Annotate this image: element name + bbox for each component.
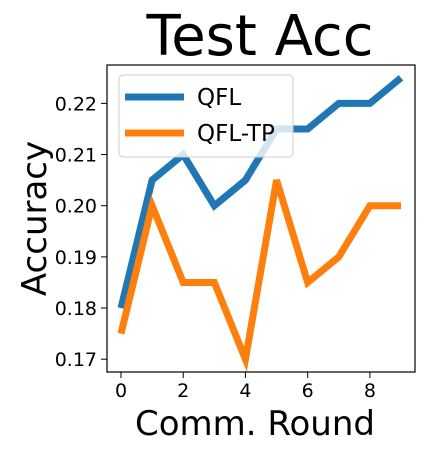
y-tick-label: 0.20: [55, 196, 97, 218]
y-tick-label: 0.19: [55, 247, 97, 269]
y-tick-label: 0.21: [55, 145, 97, 167]
chart-title: Test Acc: [146, 4, 374, 69]
plot-area: 0 2 4 6 8 0.17 0.18 0.19 0.20 0.21 0.22 QFL QFL-TP: [55, 64, 416, 402]
x-axis-label: Comm. Round: [135, 404, 375, 444]
y-tick-label: 0.17: [55, 349, 97, 371]
legend-label: QFL: [197, 85, 241, 111]
x-tick-label: 8: [364, 380, 376, 402]
x-tick-label: 0: [115, 380, 127, 402]
legend: QFL QFL-TP: [118, 74, 294, 158]
y-tick-label: 0.22: [55, 93, 97, 115]
x-tick-label: 2: [177, 380, 189, 402]
x-tick-label: 6: [302, 380, 314, 402]
x-tick-label: 4: [239, 380, 251, 402]
y-axis-label: Accuracy: [15, 141, 55, 296]
plot-frame: [106, 64, 416, 373]
series-line-qfl-tp: [117, 179, 401, 372]
legend-label: QFL-TP: [197, 121, 275, 147]
y-tick-label: 0.18: [55, 298, 97, 320]
